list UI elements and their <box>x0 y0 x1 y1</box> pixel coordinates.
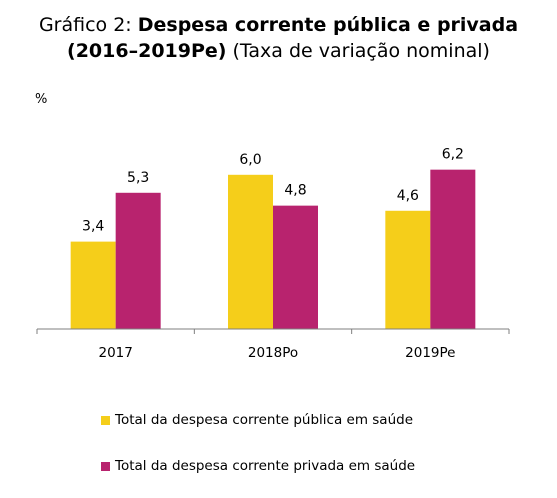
bar-public-2019Pe <box>385 210 431 329</box>
chart-title-bold-line1: Despesa corrente pública e privada <box>137 14 519 36</box>
x-tick-label-2017: 2017 <box>98 345 132 361</box>
bar-public-2017 <box>70 241 116 329</box>
chart-title-prefix: Gráfico 2: <box>38 14 138 36</box>
chart-title-line2: (2016–2019Pe) (Taxa de variação nominal) <box>0 38 557 64</box>
legend-swatch-public <box>101 415 110 425</box>
data-label-public-2017: 3,4 <box>82 219 104 235</box>
legend-label-public: Total da despesa corrente pública em saú… <box>115 412 414 428</box>
x-tick-label-2019Pe: 2019Pe <box>405 345 455 361</box>
y-axis-unit-label: % <box>35 92 47 107</box>
data-label-private-2019Pe: 6,2 <box>442 147 464 163</box>
data-label-public-2019Pe: 4,6 <box>397 188 419 204</box>
bar-private-2019Pe <box>430 169 476 329</box>
legend-item-public: Total da despesa corrente pública em saú… <box>101 412 413 428</box>
chart-title-bold-line2: (2016–2019Pe) <box>67 40 227 62</box>
bar-private-2017 <box>115 192 161 329</box>
data-label-private-2017: 5,3 <box>127 170 149 186</box>
x-tick-label-2018Po: 2018Po <box>248 345 298 361</box>
bar-private-2018Po <box>273 205 318 329</box>
legend-item-private: Total da despesa corrente privada em saú… <box>101 458 415 474</box>
chart-subtitle: (Taxa de variação nominal) <box>226 40 490 62</box>
data-label-public-2018Po: 6,0 <box>239 152 261 168</box>
legend-label-private: Total da despesa corrente privada em saú… <box>115 458 416 474</box>
chart-title-line1: Gráfico 2: Despesa corrente pública e pr… <box>0 12 557 38</box>
legend-swatch-private <box>101 461 110 471</box>
bar-public-2018Po <box>228 174 273 329</box>
data-label-private-2018Po: 4,8 <box>284 183 306 199</box>
